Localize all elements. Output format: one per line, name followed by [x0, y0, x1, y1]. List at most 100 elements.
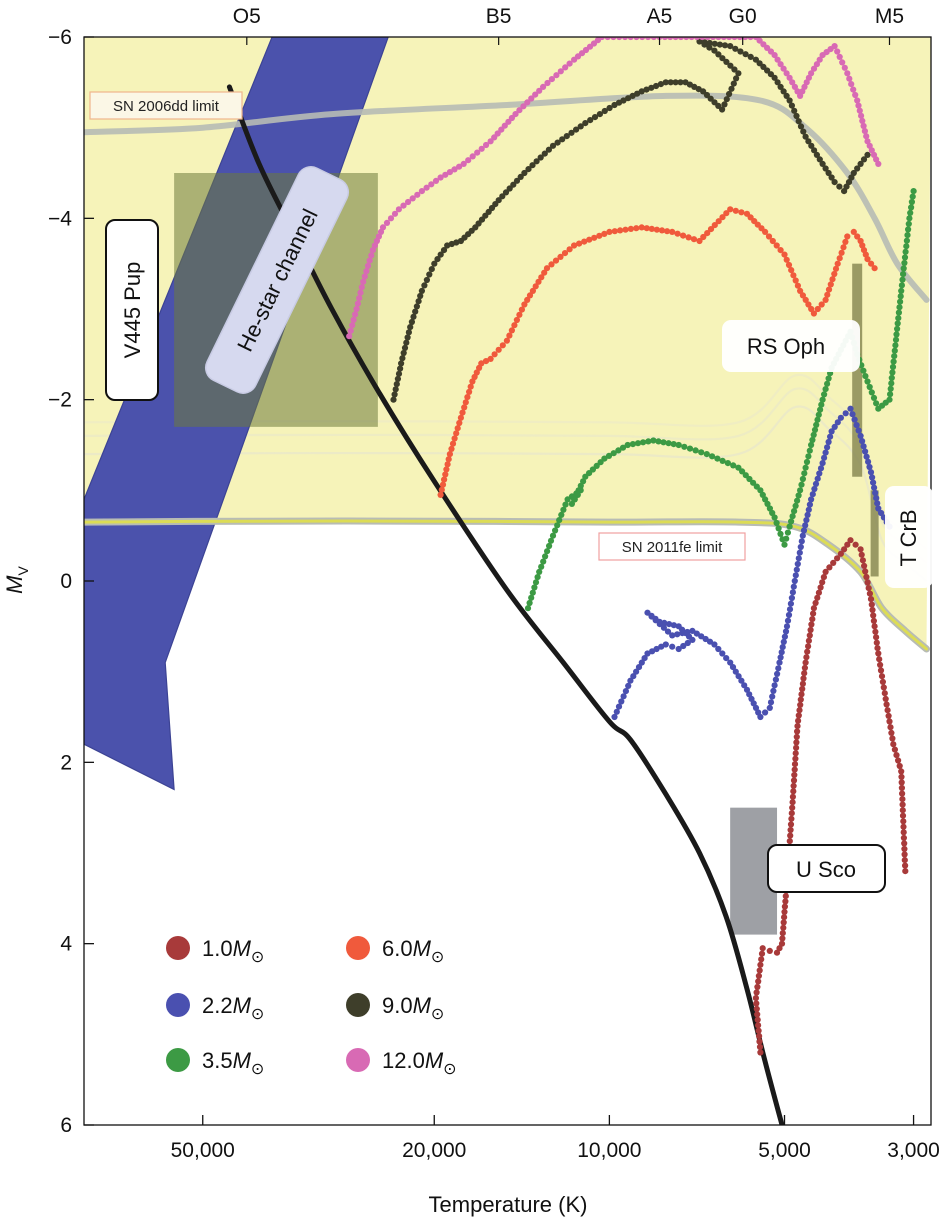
track-point [841, 64, 848, 71]
track-point [617, 227, 624, 234]
track-point [794, 728, 801, 735]
track-point [903, 243, 910, 250]
track-point [782, 893, 789, 900]
track-point [824, 291, 831, 298]
track-point [706, 39, 713, 47]
legend-label: 6.0M⊙ [382, 936, 444, 966]
track-point [638, 224, 645, 231]
track-point [810, 605, 818, 612]
track-point [793, 112, 800, 120]
track-point [815, 589, 823, 596]
track-point [398, 360, 405, 367]
v445-pup-label: V445 Pup [105, 219, 159, 401]
track-point [901, 851, 908, 858]
track-point [508, 114, 515, 122]
track-point [805, 506, 812, 513]
track-point [408, 318, 415, 326]
track-point [529, 589, 536, 596]
track-point [783, 256, 790, 263]
track-point [801, 470, 808, 477]
track-point [723, 96, 730, 103]
track-point [857, 160, 864, 167]
sn2006dd-limit-label-box [89, 91, 243, 120]
track-point [653, 226, 661, 233]
track-point [454, 425, 461, 432]
track-point [806, 447, 813, 454]
track-point [855, 427, 862, 434]
track-point [394, 375, 401, 382]
track-point [487, 355, 494, 362]
track-point [757, 487, 764, 494]
track-point [800, 128, 807, 135]
track-point [897, 298, 904, 305]
track-point [860, 156, 868, 163]
track-point [781, 903, 789, 910]
track-point [901, 840, 908, 847]
track-point [814, 475, 821, 482]
track-point [582, 120, 589, 127]
track-point [851, 416, 858, 423]
track-point [904, 232, 911, 239]
track-point [453, 430, 460, 437]
track-point [704, 37, 711, 41]
track-point [449, 440, 457, 447]
track-point [752, 704, 760, 712]
track-point [529, 162, 536, 169]
track-point [739, 468, 746, 475]
track-point [347, 327, 354, 334]
track-point [863, 453, 870, 460]
track-point [674, 631, 681, 638]
track-point [814, 594, 821, 601]
track-point [711, 222, 718, 229]
track-point [532, 283, 539, 290]
track-point [711, 47, 718, 54]
track-point [528, 594, 535, 601]
legend-mass-value: 2.2 [202, 993, 233, 1018]
track-point [804, 648, 811, 655]
x-axis-title: Temperature (K) [429, 1192, 588, 1217]
track-point [895, 315, 902, 322]
track-point [499, 342, 506, 349]
track-point [856, 107, 863, 114]
track-point [545, 146, 553, 153]
track-point [860, 122, 867, 130]
track-point [863, 133, 870, 140]
track-point [715, 218, 722, 225]
track-point [428, 266, 435, 273]
track-point [780, 65, 787, 72]
track-point [478, 360, 485, 367]
track-point [802, 296, 809, 303]
track-point [732, 207, 739, 214]
legend-swatch [346, 936, 370, 960]
track-point [808, 305, 815, 313]
legend-item-2.2: 2.2M⊙ [166, 993, 264, 1023]
track-point [792, 277, 799, 284]
track-point [787, 832, 794, 839]
track-point [827, 281, 834, 288]
track-point [791, 771, 798, 779]
track-point [437, 251, 444, 258]
track-point [783, 92, 790, 99]
track-point [756, 1043, 764, 1051]
track-point [854, 97, 861, 104]
track-point [615, 703, 623, 710]
track-point [536, 87, 543, 94]
track-point [783, 623, 791, 630]
annotation-box-layer [174, 173, 879, 935]
track-point [872, 628, 879, 635]
track-point [808, 441, 815, 449]
track-point [889, 363, 897, 371]
track-point [417, 292, 424, 300]
track-point [709, 37, 717, 41]
track-point [591, 114, 599, 121]
track-point [395, 206, 402, 213]
track-point [864, 378, 871, 385]
track-point [753, 989, 760, 996]
track-point [766, 947, 773, 955]
track-point [735, 673, 742, 680]
track-point [777, 61, 784, 68]
track-point [895, 309, 903, 316]
track-point [738, 209, 745, 216]
track-point [824, 444, 831, 451]
track-point [610, 450, 617, 457]
